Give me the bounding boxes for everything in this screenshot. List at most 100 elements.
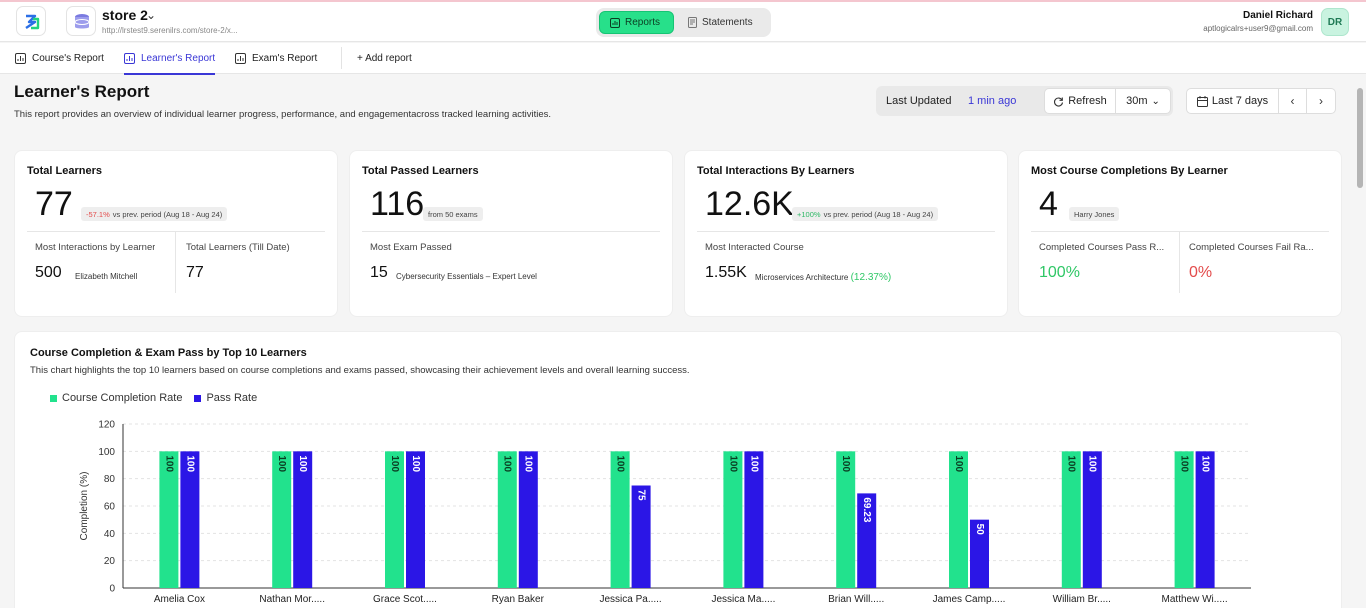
report-icon [235, 53, 246, 64]
chevron-right-icon: › [1319, 94, 1323, 108]
store-name[interactable]: store 2 [102, 7, 148, 23]
legend-label: Pass Rate [206, 392, 258, 404]
bar-data-label: 100 [1199, 455, 1210, 472]
bar-data-label: 100 [502, 455, 513, 472]
last-updated-value: 1 min ago [968, 95, 1017, 107]
chevron-down-icon[interactable]: ⌄ [146, 8, 157, 22]
most-interacted-course-name: Microservices Architecture (12.37%) [755, 272, 891, 283]
card-title: Total Passed Learners [362, 165, 479, 177]
divider [1031, 231, 1329, 232]
most-interacted-course-label: Most Interacted Course [705, 242, 804, 253]
reports-button[interactable]: Reports [599, 11, 674, 34]
bar-data-label: 75 [635, 490, 646, 502]
logo-icon [25, 14, 40, 30]
completion-bar [836, 451, 856, 588]
x-tick-label: Ryan Baker [492, 594, 545, 605]
legend-item-pass-rate[interactable]: Pass Rate [194, 392, 257, 404]
avatar[interactable]: DR [1321, 8, 1349, 36]
y-tick-label: 120 [98, 420, 115, 431]
delta-chip: +100% vs prev. period (Aug 18 - Aug 24) [792, 207, 939, 221]
legend-swatch [50, 394, 57, 402]
completion-bar [1061, 451, 1081, 588]
pass-rate-bar [293, 451, 313, 588]
delta-note: vs prev. period (Aug 18 - Aug 24) [112, 209, 223, 219]
y-tick-label: 80 [104, 474, 116, 485]
report-icon [124, 53, 135, 64]
course-name: Microservices Architecture [755, 273, 849, 282]
fail-rate-value: 0% [1189, 264, 1213, 281]
last-updated-bar: Last Updated 1 min ago Refresh 30m ⌄ [876, 86, 1173, 116]
completion-bar [949, 451, 968, 588]
completion-bar [1174, 451, 1194, 588]
y-tick-label: 20 [104, 556, 116, 567]
view-switcher: Reports Statements [596, 8, 771, 37]
scrollbar-thumb[interactable] [1357, 88, 1363, 188]
most-exam-passed-value: 15 [370, 264, 388, 281]
user-name[interactable]: Daniel Richard [1242, 10, 1313, 21]
exams-chip: from 50 exams [423, 207, 483, 221]
next-period-button[interactable]: › [1307, 89, 1335, 113]
card-most-completions: Most Course Completions By Learner 4 Har… [1018, 150, 1342, 317]
most-interactions-label: Most Interactions by Learner [35, 242, 156, 253]
card-title: Total Interactions By Learners [697, 165, 855, 177]
app-logo[interactable] [16, 6, 46, 36]
bar-data-label: 100 [297, 455, 308, 472]
add-report-button[interactable]: + Add report [357, 53, 412, 64]
pass-rate-bar [744, 451, 764, 588]
scrollbar-track[interactable] [1356, 74, 1366, 608]
bar-data-label: 100 [953, 455, 964, 472]
most-interactions-learner: Elizabeth Mitchell [75, 272, 138, 281]
top-accent-line [0, 0, 1366, 2]
divider [1179, 231, 1180, 293]
tab-exams-report[interactable]: Exam's Report [235, 43, 317, 74]
statements-button[interactable]: Statements [678, 11, 768, 34]
refresh-label: Refresh [1068, 95, 1107, 107]
bar-chart-icon [610, 17, 620, 28]
most-exam-passed-name: Cybersecurity Essentials – Expert Level [396, 272, 537, 281]
bar-data-label: 100 [1066, 455, 1077, 472]
total-interactions-value: 12.6K [705, 185, 794, 223]
date-range-label: Last 7 days [1211, 95, 1269, 107]
divider [175, 231, 176, 293]
completion-bar [385, 451, 404, 588]
bar-data-label: 69.23 [861, 497, 872, 522]
chart-title: Course Completion & Exam Pass by Top 10 … [30, 347, 307, 359]
pass-rate-bar [631, 485, 651, 588]
refresh-button[interactable]: Refresh [1044, 88, 1116, 114]
calendar-icon [1196, 95, 1208, 107]
interval-select[interactable]: 30m ⌄ [1116, 88, 1171, 114]
total-learners-till-date-value: 77 [186, 264, 204, 281]
completion-bar [497, 451, 517, 588]
legend-item-completion[interactable]: Course Completion Rate [50, 392, 182, 404]
previous-period-button[interactable]: ‹ [1279, 89, 1307, 113]
chart-panel: Course Completion & Exam Pass by Top 10 … [14, 331, 1342, 608]
card-total-learners: Total Learners 77 -57.1% vs prev. period… [14, 150, 338, 317]
pass-rate-bar [180, 451, 200, 588]
pass-rate-bar [406, 451, 425, 588]
y-tick-label: 100 [98, 447, 115, 458]
bar-data-label: 100 [389, 455, 400, 472]
bar-data-label: 100 [727, 455, 738, 472]
completion-bar [272, 451, 292, 588]
card-total-passed-learners: Total Passed Learners 116 from 50 exams … [349, 150, 673, 317]
bar-data-label: 100 [410, 455, 421, 472]
legend-label: Course Completion Rate [62, 392, 183, 404]
learner-chip: Harry Jones [1069, 207, 1120, 221]
pass-rate-value: 100% [1039, 264, 1080, 281]
x-tick-label: William Br..... [1053, 594, 1111, 605]
reports-label: Reports [625, 17, 661, 28]
x-tick-label: Brian Will..... [828, 594, 884, 605]
pass-rate-bar [518, 451, 538, 588]
delta-note: vs prev. period (Aug 18 - Aug 24) [823, 209, 934, 219]
card-title: Total Learners [27, 165, 102, 177]
date-range-button[interactable]: Last 7 days [1187, 89, 1279, 113]
bar-data-label: 100 [523, 455, 534, 472]
store-icon-button[interactable] [66, 6, 96, 36]
tab-courses-report[interactable]: Course's Report [15, 43, 104, 74]
pass-rate-bar [970, 519, 989, 588]
divider [362, 231, 660, 232]
x-tick-label: Matthew Wi..... [1162, 594, 1228, 605]
tab-learners-report[interactable]: Learner's Report [124, 43, 216, 75]
delta-chip: -57.1% vs prev. period (Aug 18 - Aug 24) [81, 207, 228, 221]
chevron-down-icon: ⌄ [1151, 95, 1160, 107]
